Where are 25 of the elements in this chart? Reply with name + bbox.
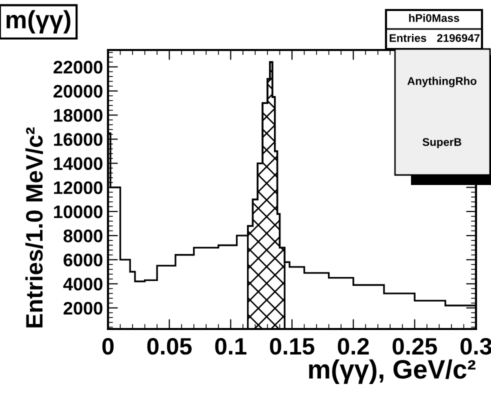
annotation: AnythingRho	[407, 76, 476, 88]
text: 2196947	[437, 34, 480, 42]
y-tick-label: 16000	[54, 133, 102, 146]
y-tick-label: 22000	[54, 60, 102, 74]
chart-title: m(γγ)	[6, 10, 70, 34]
y-tick-label: 18000	[54, 109, 102, 122]
y-tick-label: 4000	[63, 278, 102, 291]
x-tick-label: 0.25	[392, 338, 437, 355]
text: hPi0Mass	[409, 14, 460, 22]
y-tick-label: 14000	[54, 157, 102, 170]
x-tick-label: 0.05	[147, 338, 192, 355]
annotation: SuperB	[422, 138, 462, 148]
x-tick-label: 0.1	[215, 338, 246, 355]
y-tick-label: 20000	[54, 84, 102, 98]
y-tick-label: 12000	[54, 181, 102, 194]
text: Entries	[390, 34, 426, 42]
y-axis-title: Entries/1.0 MeV/c²	[25, 127, 43, 328]
y-tick-label: 6000	[64, 254, 102, 266]
y-tick-label: 8000	[64, 230, 102, 242]
y-tick-label: 2000	[64, 302, 102, 315]
x-tick-label: 0.15	[270, 338, 314, 355]
x-tick-label: 0	[102, 338, 114, 355]
x-axis-title: m(γγ), GeV/c²	[309, 359, 476, 384]
x-tick-label: 0.2	[338, 338, 369, 355]
y-tick-label: 10000	[54, 205, 102, 218]
